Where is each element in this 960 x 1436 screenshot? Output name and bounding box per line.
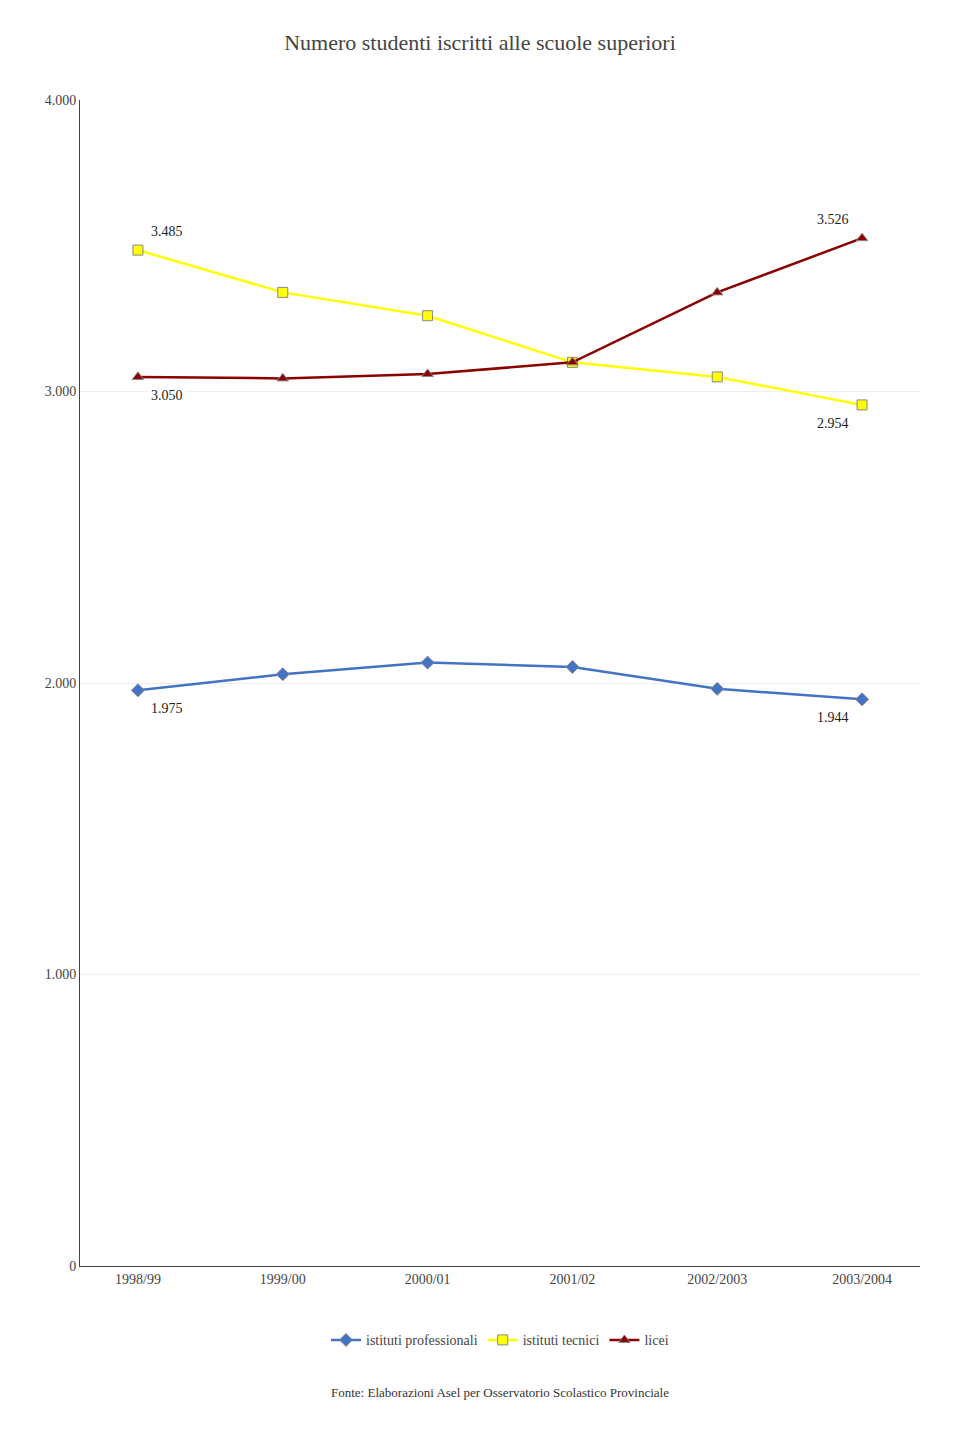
svg-text:istituti professionali: istituti professionali	[366, 1333, 478, 1348]
svg-text:2.954: 2.954	[817, 416, 849, 431]
svg-text:3.485: 3.485	[151, 224, 183, 239]
svg-text:4.000: 4.000	[45, 93, 77, 108]
svg-text:Fonte: Elaborazioni Asel per O: Fonte: Elaborazioni Asel per Osservatori…	[331, 1385, 669, 1400]
svg-text:3.526: 3.526	[817, 212, 849, 227]
svg-text:2001/02: 2001/02	[549, 1272, 595, 1287]
svg-text:2000/01: 2000/01	[405, 1272, 451, 1287]
svg-text:istituti tecnici: istituti tecnici	[523, 1333, 600, 1348]
svg-text:1998/99: 1998/99	[115, 1272, 161, 1287]
svg-text:2003/2004: 2003/2004	[832, 1272, 892, 1287]
svg-text:1999/00: 1999/00	[260, 1272, 306, 1287]
svg-text:3.050: 3.050	[151, 388, 183, 403]
svg-text:0: 0	[69, 1259, 76, 1274]
svg-text:Numero studenti iscritti alle: Numero studenti iscritti alle scuole sup…	[284, 30, 676, 55]
svg-text:3.000: 3.000	[45, 384, 77, 399]
svg-text:2.000: 2.000	[45, 676, 77, 691]
svg-text:licei: licei	[644, 1333, 668, 1348]
svg-text:1.000: 1.000	[45, 967, 77, 982]
svg-text:1.975: 1.975	[151, 701, 183, 716]
svg-text:1.944: 1.944	[817, 710, 849, 725]
svg-text:2002/2003: 2002/2003	[687, 1272, 747, 1287]
